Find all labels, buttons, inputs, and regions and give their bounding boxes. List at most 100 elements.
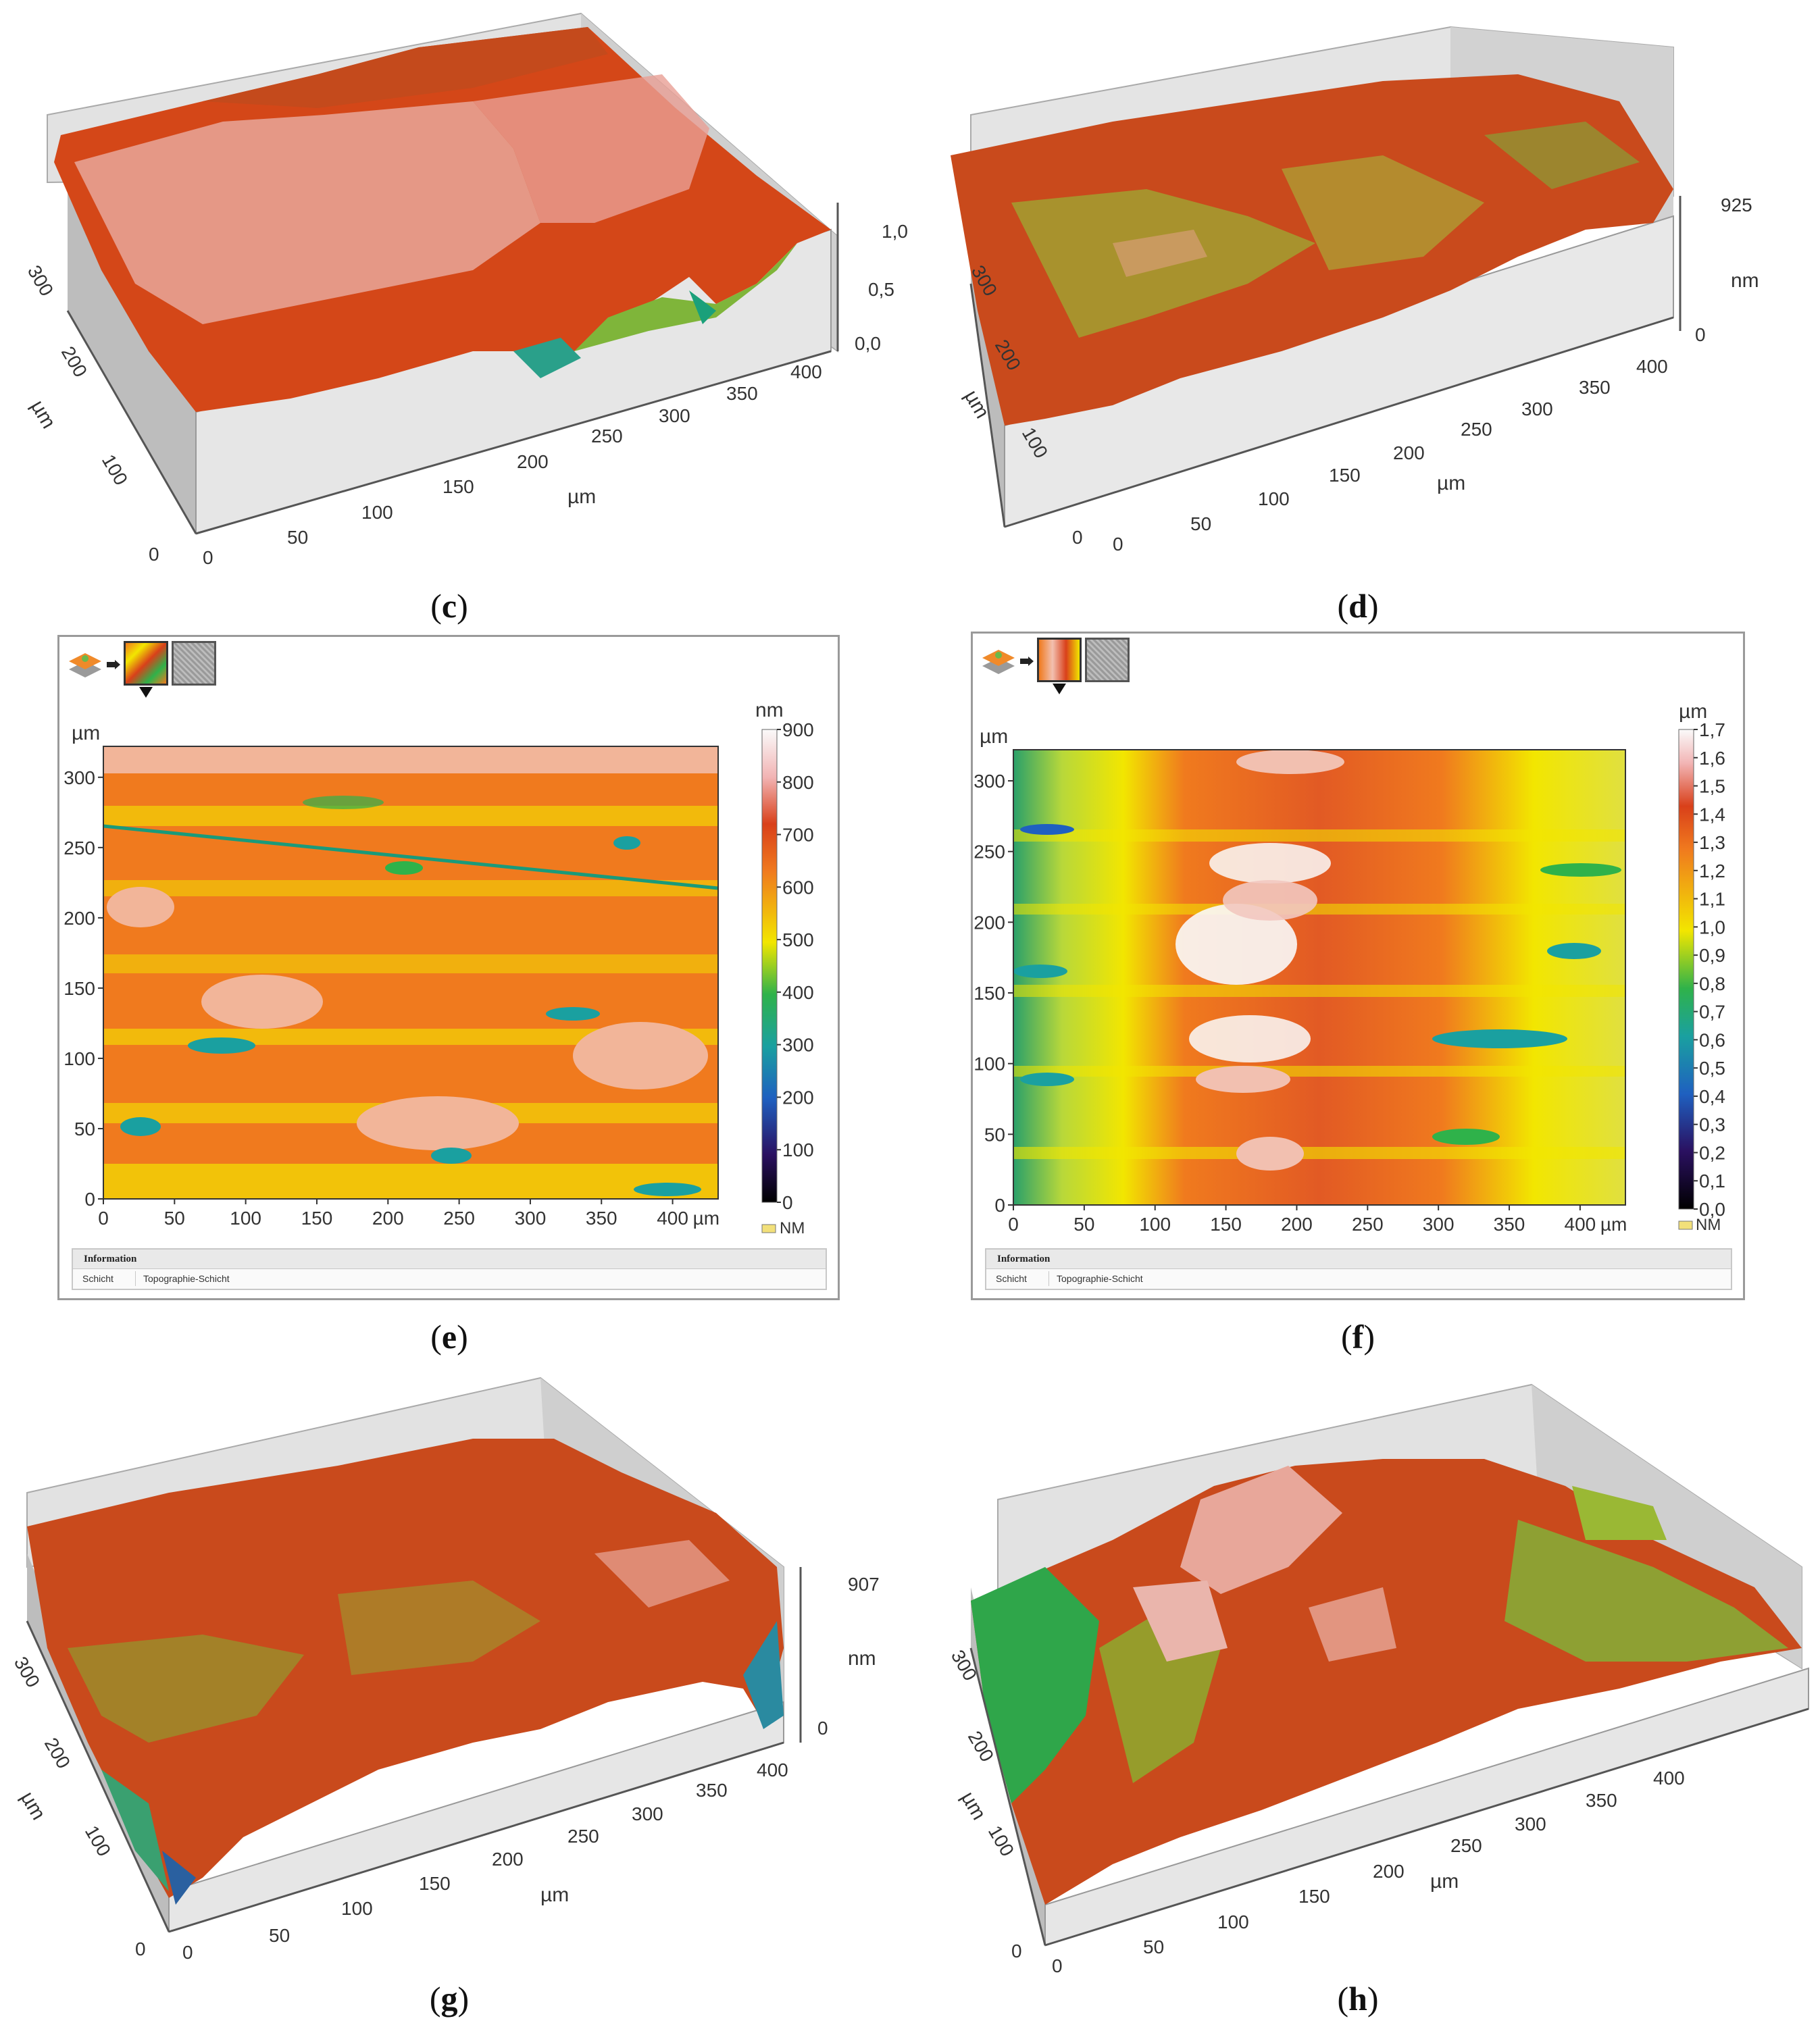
f-ytick: 0 <box>994 1195 1005 1216</box>
panel-c-xtick: 200 <box>517 451 549 472</box>
e-colorbar-tick: 0 <box>782 1192 793 1213</box>
f-xtick: 50 <box>1073 1214 1094 1235</box>
panel-f-map <box>1013 750 1625 1205</box>
f-ytick: 100 <box>974 1054 1005 1075</box>
f-ytick: 50 <box>984 1124 1005 1145</box>
panel-g-ytick: 300 <box>10 1653 44 1691</box>
info-row: Schicht Topographie-Schicht <box>73 1270 826 1287</box>
f-colorbar-tick: 1,2 <box>1699 861 1725 881</box>
panel-d-ytick: 0 <box>1072 527 1083 548</box>
panel-g-xtick: 0 <box>182 1942 193 1963</box>
panel-g-xtick: 100 <box>341 1898 373 1919</box>
panel-g-xtick: 200 <box>492 1849 524 1870</box>
f-ytick: 250 <box>974 842 1005 863</box>
selected-indicator-icon <box>139 687 153 698</box>
e-ytick: 100 <box>64 1048 95 1069</box>
selected-indicator-icon <box>1053 684 1066 694</box>
panel-h-xtick: 50 <box>1143 1936 1164 1957</box>
panel-g-zunit: nm <box>848 1647 876 1670</box>
panel-g-ytick: 100 <box>81 1822 115 1860</box>
panel-c-xtick: 0 <box>203 547 213 568</box>
panel-h-xtick: 200 <box>1373 1861 1405 1882</box>
panel-h: 0 50 100 150 200 250 300 350 400 µm 0 10… <box>910 1364 1820 2029</box>
panel-c-ytick: 200 <box>57 343 91 381</box>
f-xtick: 100 <box>1139 1214 1171 1235</box>
panel-c-surface: 0 50 100 150 200 250 300 350 400 µm 0 10… <box>24 12 908 568</box>
e-colorbar-tick: 500 <box>782 929 814 950</box>
nm-swatch <box>761 1224 776 1233</box>
panel-d-xtick: 400 <box>1636 356 1668 377</box>
gray-texture-view-button[interactable] <box>172 641 216 686</box>
panel-g-xunit: µm <box>540 1884 569 1906</box>
panel-h-xtick: 350 <box>1586 1790 1617 1811</box>
f-xunit: µm <box>1600 1214 1627 1235</box>
panel-g-xtick: 250 <box>567 1826 599 1847</box>
f-colorbar-tick: 0,9 <box>1699 945 1725 966</box>
color-map-view-button[interactable] <box>124 641 168 686</box>
gray-texture-view-button[interactable] <box>1085 638 1130 682</box>
panel-c: 0 50 100 150 200 250 300 350 400 µm 0 10… <box>0 0 910 635</box>
e-ytick: 200 <box>64 908 95 929</box>
panel-c-xunit: µm <box>567 486 596 508</box>
f-ytick: 300 <box>974 771 1005 792</box>
panel-e-caption: (e) <box>430 1318 468 1356</box>
panel-c-xtick: 400 <box>790 361 822 382</box>
arrow-right-icon <box>1020 657 1034 666</box>
f-colorbar-tick: 0,5 <box>1699 1058 1725 1079</box>
panel-g-ztick: 0 <box>817 1718 828 1739</box>
panel-e: µm 0 50 100 150 200 250 300 0 50 100 150 200 250 300… <box>0 635 910 1364</box>
layer-stack-icon[interactable] <box>66 645 104 683</box>
panel-g: 0 50 100 150 200 250 300 350 400 µm 0 10… <box>0 1364 910 2029</box>
panel-f: µm 0 50 100 150 200 250 300 0 50 100 150 200 250 300… <box>910 632 1820 1364</box>
panel-e-plot: µm 0 50 100 150 200 250 300 0 50 100 150 200 250 300… <box>64 699 814 1237</box>
panel-g-caption: (g) <box>429 1980 470 2018</box>
panel-e-colorbar <box>761 729 778 1203</box>
f-colorbar-tick: 1,4 <box>1699 804 1725 825</box>
panel-c-xtick: 250 <box>591 426 623 446</box>
panel-h-yunit: µm <box>957 1788 990 1824</box>
panel-c-ytick: 0 <box>149 544 159 565</box>
info-key: Schicht <box>996 1273 1027 1284</box>
f-ytick: 200 <box>974 912 1005 933</box>
f-colorbar-tick: 0,4 <box>1699 1086 1725 1107</box>
f-colorbar-tick: 0,7 <box>1699 1002 1725 1023</box>
info-header: Information <box>986 1250 1731 1269</box>
panel-c-ztick: 0,5 <box>868 279 894 300</box>
color-map-view-button[interactable] <box>1037 638 1082 682</box>
f-colorbar-tick: 1,1 <box>1699 889 1725 910</box>
e-xtick: 400 <box>657 1208 688 1229</box>
panel-d-xtick: 350 <box>1579 377 1611 398</box>
panel-d-caption: (d) <box>1337 587 1379 625</box>
info-row: Schicht Topographie-Schicht <box>986 1270 1731 1287</box>
panel-h-caption: (h) <box>1337 1980 1379 2018</box>
panel-e-yunit: µm <box>72 722 100 744</box>
panel-d-xtick: 300 <box>1521 399 1553 419</box>
layer-stack-icon[interactable] <box>980 642 1017 679</box>
f-colorbar-tick: 0,6 <box>1699 1029 1725 1050</box>
f-colorbar-tick: 1,6 <box>1699 748 1725 769</box>
panel-f-window: µm 0 50 100 150 200 250 300 0 50 100 150 200 250 300… <box>971 632 1745 1300</box>
e-colorbar-tick: 300 <box>782 1035 814 1056</box>
f-ytick: 150 <box>974 983 1005 1004</box>
info-key: Schicht <box>82 1273 113 1284</box>
panel-f-colorbar <box>1678 729 1694 1210</box>
panel-d-xtick: 250 <box>1461 419 1492 440</box>
f-colorbar-tick: 0,1 <box>1699 1171 1725 1191</box>
panel-c-ztick: 0,0 <box>855 333 881 354</box>
e-colorbar-tick: 900 <box>782 719 814 740</box>
panel-g-surface: 0 50 100 150 200 250 300 350 400 µm 0 10… <box>10 1377 880 1963</box>
f-xtick: 150 <box>1210 1214 1242 1235</box>
e-xunit: µm <box>693 1208 719 1229</box>
panel-f-yunit: µm <box>980 725 1008 748</box>
panel-d-xtick: 100 <box>1258 488 1290 509</box>
f-colorbar-tick: 0,3 <box>1699 1114 1725 1135</box>
panel-e-nm-label: NM <box>780 1219 805 1237</box>
panel-g-yunit: µm <box>16 1788 50 1824</box>
panel-f-caption: (f) <box>1341 1318 1375 1356</box>
panel-h-xtick: 400 <box>1653 1768 1685 1789</box>
nm-swatch <box>1678 1221 1693 1230</box>
e-colorbar-tick: 200 <box>782 1087 814 1108</box>
e-ytick: 300 <box>64 767 95 788</box>
panel-c-xtick: 150 <box>443 476 474 497</box>
panel-g-xtick: 150 <box>419 1873 451 1894</box>
